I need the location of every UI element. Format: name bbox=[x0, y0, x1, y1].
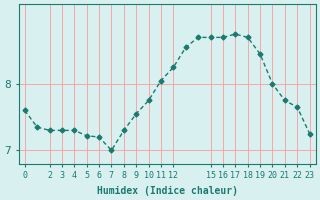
X-axis label: Humidex (Indice chaleur): Humidex (Indice chaleur) bbox=[97, 186, 238, 196]
